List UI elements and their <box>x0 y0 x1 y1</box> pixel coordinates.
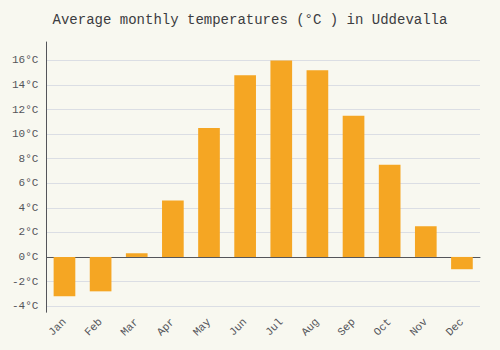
svg-text:-4°C: -4°C <box>12 300 39 312</box>
svg-text:12°C: 12°C <box>12 104 39 116</box>
svg-text:Jan: Jan <box>46 316 68 338</box>
svg-text:-2°C: -2°C <box>12 276 39 288</box>
svg-text:May: May <box>191 316 214 339</box>
svg-text:Jun: Jun <box>227 316 249 338</box>
svg-text:Nov: Nov <box>408 316 431 339</box>
svg-text:Oct: Oct <box>371 316 393 338</box>
svg-text:10°C: 10°C <box>12 128 39 140</box>
svg-text:0°C: 0°C <box>19 251 39 263</box>
svg-text:4°C: 4°C <box>19 202 39 214</box>
svg-text:Dec: Dec <box>444 316 466 338</box>
svg-text:Sep: Sep <box>335 316 357 338</box>
svg-text:Average monthly temperatures (: Average monthly temperatures (°C ) in Ud… <box>53 12 448 28</box>
svg-text:Mar: Mar <box>119 316 141 338</box>
svg-text:Aug: Aug <box>299 316 321 338</box>
svg-text:Jul: Jul <box>263 316 285 338</box>
svg-text:16°C: 16°C <box>12 54 39 66</box>
svg-text:6°C: 6°C <box>19 177 39 189</box>
svg-text:14°C: 14°C <box>12 79 39 91</box>
svg-text:Apr: Apr <box>155 316 177 338</box>
svg-text:8°C: 8°C <box>19 153 39 165</box>
svg-text:Feb: Feb <box>82 316 104 338</box>
svg-text:2°C: 2°C <box>19 226 39 238</box>
